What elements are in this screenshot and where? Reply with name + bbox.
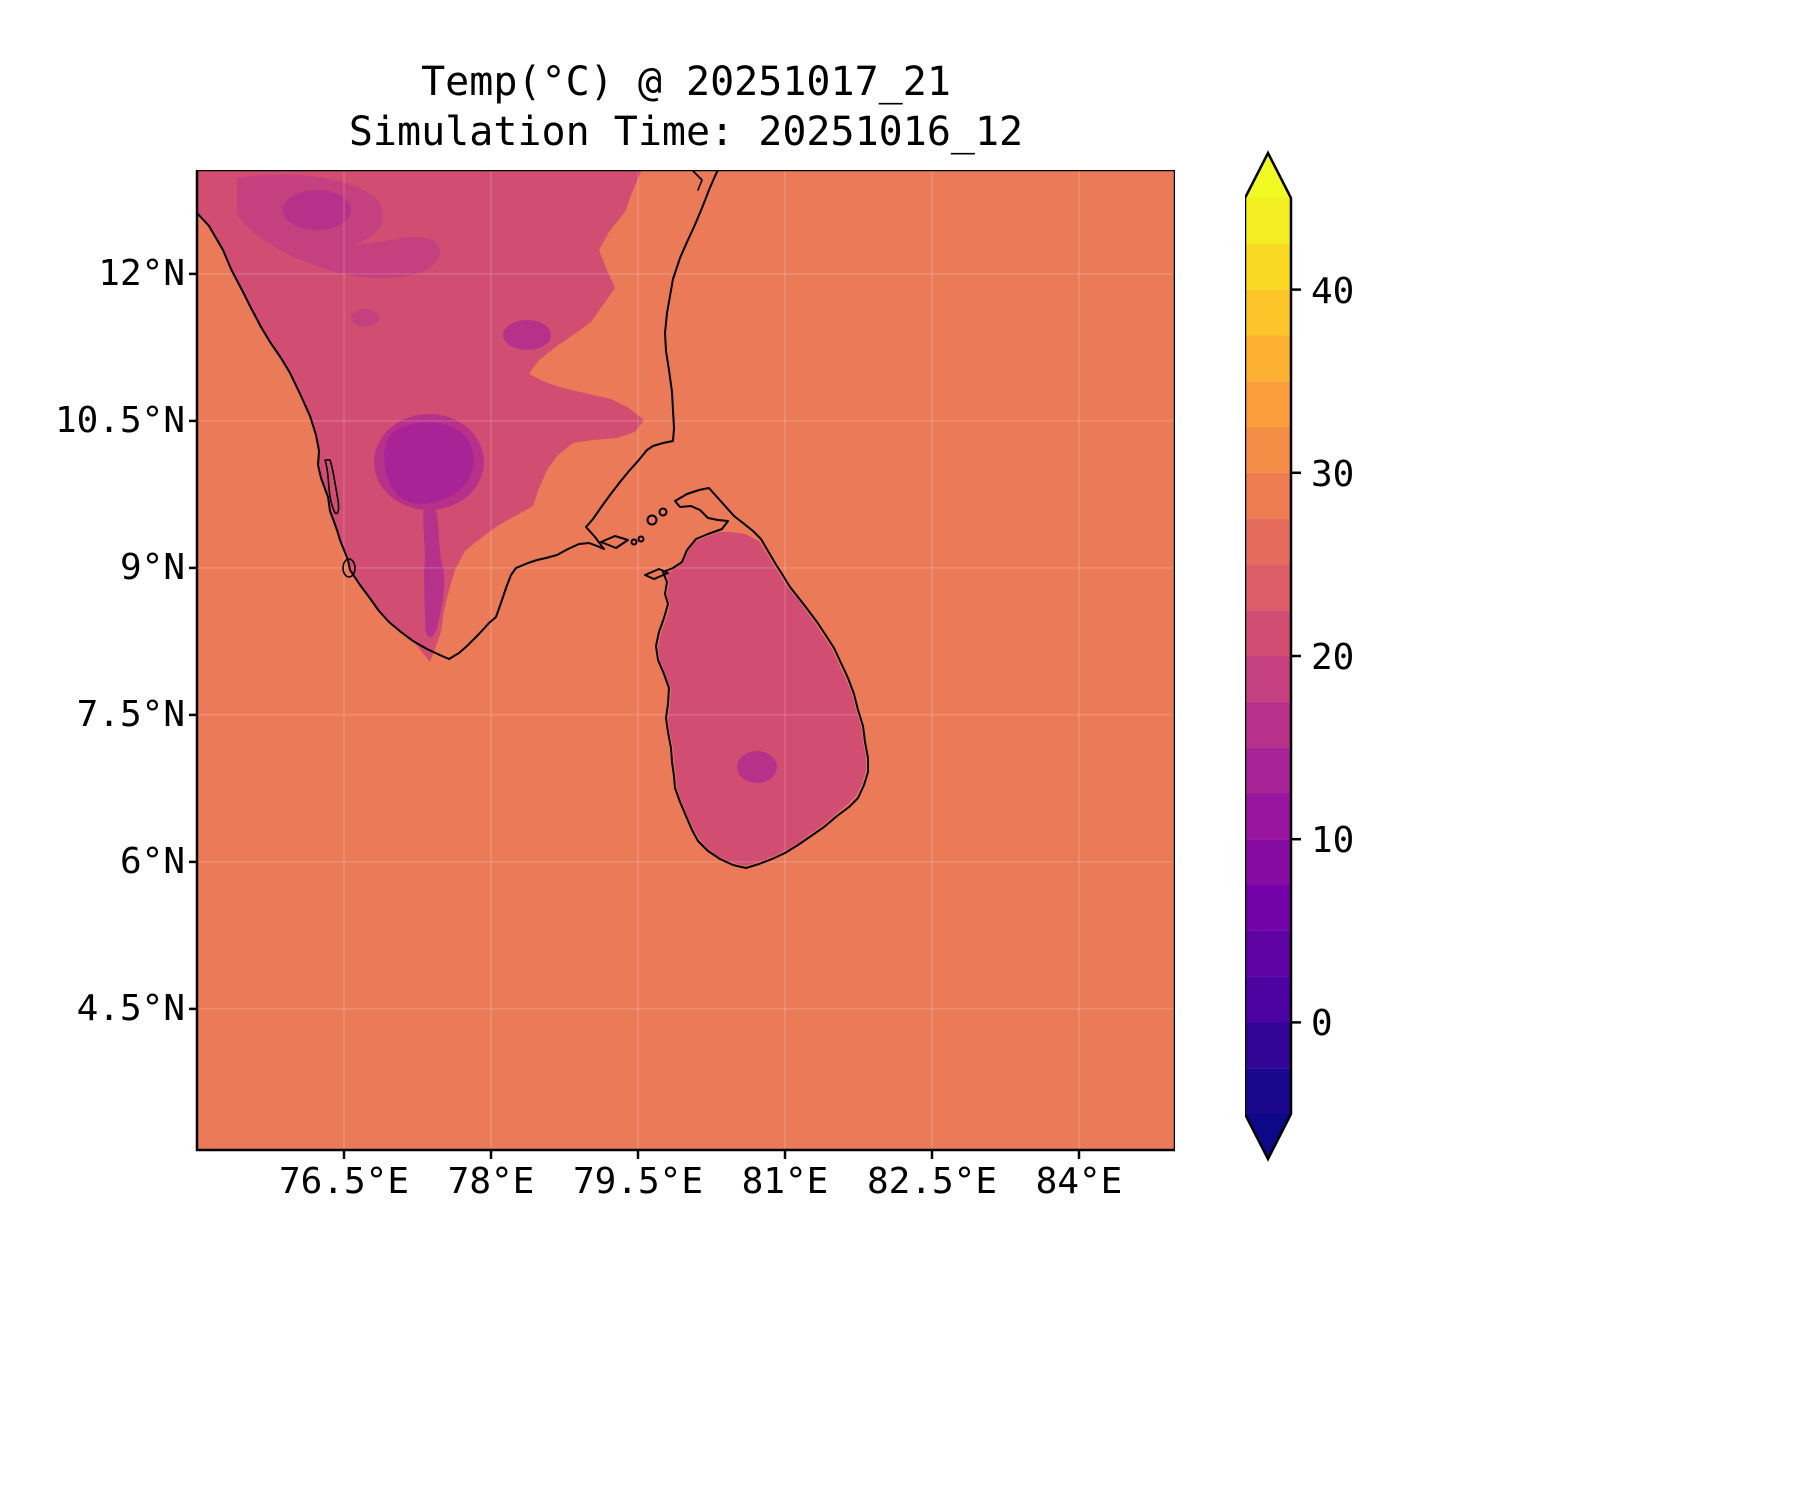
plot-subtitle: Simulation Time: 20251016_12	[348, 109, 1024, 155]
nilgiri-coolest-core	[384, 422, 474, 504]
cbar-tick-10: 10	[1311, 820, 1354, 861]
colorbar-band	[1245, 610, 1291, 657]
colorbar-band	[1245, 564, 1291, 611]
karnataka-cooler-spot	[283, 190, 351, 230]
ytick-9n: 9°N	[119, 547, 185, 588]
colorbar-band	[1245, 427, 1291, 473]
colorbar-band	[1245, 1022, 1291, 1069]
sri-lanka-interior-fill	[658, 532, 866, 866]
ytick-4-5n: 4.5°N	[76, 988, 185, 1029]
plot-border	[195, 170, 1175, 1152]
palk-strait-islet	[637, 535, 645, 543]
cbar-tick-40: 40	[1311, 271, 1354, 312]
ytick-10-5n: 10.5°N	[54, 400, 185, 441]
cbar-tick-0: 0	[1311, 1003, 1333, 1044]
xtick-81e: 81°E	[741, 1161, 829, 1202]
pulicat-lake-outline	[692, 170, 703, 191]
ghats-cool-strip	[423, 500, 445, 638]
colorbar-band	[1245, 335, 1291, 382]
india-coastline	[196, 170, 719, 660]
mannar-island-outline	[644, 568, 669, 580]
colorbar-band	[1245, 839, 1291, 886]
colorbar-extend-under-arrow	[1245, 1114, 1291, 1159]
colorbar-outline	[1245, 150, 1293, 1162]
axis-tick-marks	[189, 272, 1081, 1159]
colorbar-band	[1245, 243, 1291, 290]
graticule	[197, 170, 1175, 1150]
sri-lanka-highlands-patch	[737, 751, 777, 783]
colorbar-band	[1245, 289, 1291, 336]
colorbar: 40 30 20 10 0	[1245, 150, 1354, 1162]
sri-lanka-coastline	[655, 487, 869, 869]
xtick-78e: 78°E	[447, 1161, 535, 1202]
rameswaram-island-outline	[600, 535, 629, 549]
colorbar-extend-over-arrow	[1245, 153, 1291, 198]
delft-island-outline	[646, 514, 658, 526]
map-plot	[189, 170, 1175, 1159]
colorbar-band	[1245, 1068, 1291, 1115]
xtick-79-5e: 79.5°E	[572, 1161, 704, 1202]
colorbar-bands	[1245, 198, 1291, 1115]
colorbar-band	[1245, 976, 1291, 1023]
colorbar-band	[1245, 885, 1291, 931]
xtick-82-5e: 82.5°E	[866, 1161, 998, 1202]
colorbar-band	[1245, 472, 1291, 519]
ytick-12n: 12°N	[98, 253, 185, 294]
colorbar-band	[1245, 793, 1291, 840]
colorbar-band	[1245, 656, 1291, 702]
coastlines	[196, 170, 869, 869]
jaffna-islet-outline	[658, 507, 668, 517]
colorbar-band	[1245, 381, 1291, 428]
salem-cool-patch	[503, 320, 551, 350]
ashtamudi-lake-outline	[342, 558, 356, 578]
sri-lanka-landmass	[658, 532, 866, 866]
palk-strait-islet	[630, 538, 638, 546]
ytick-6n: 6°N	[119, 841, 185, 882]
colorbar-band	[1245, 930, 1291, 977]
colorbar-tick-marks	[1291, 288, 1301, 1024]
cbar-tick-30: 30	[1311, 454, 1354, 495]
colorbar-band	[1245, 701, 1291, 748]
colorbar-band	[1245, 747, 1291, 794]
xtick-76-5e: 76.5°E	[278, 1161, 410, 1202]
plot-title: Temp(°C) @ 20251017_21	[421, 59, 951, 105]
colorbar-band	[1245, 198, 1291, 244]
india-landmass	[197, 170, 644, 662]
vembanad-lake-outline	[324, 459, 340, 515]
colorbar-band	[1245, 518, 1291, 565]
cbar-tick-20: 20	[1311, 637, 1354, 678]
xtick-84e: 84°E	[1035, 1161, 1123, 1202]
ytick-7-5n: 7.5°N	[76, 694, 185, 735]
mysore-cool-spot	[351, 309, 379, 327]
